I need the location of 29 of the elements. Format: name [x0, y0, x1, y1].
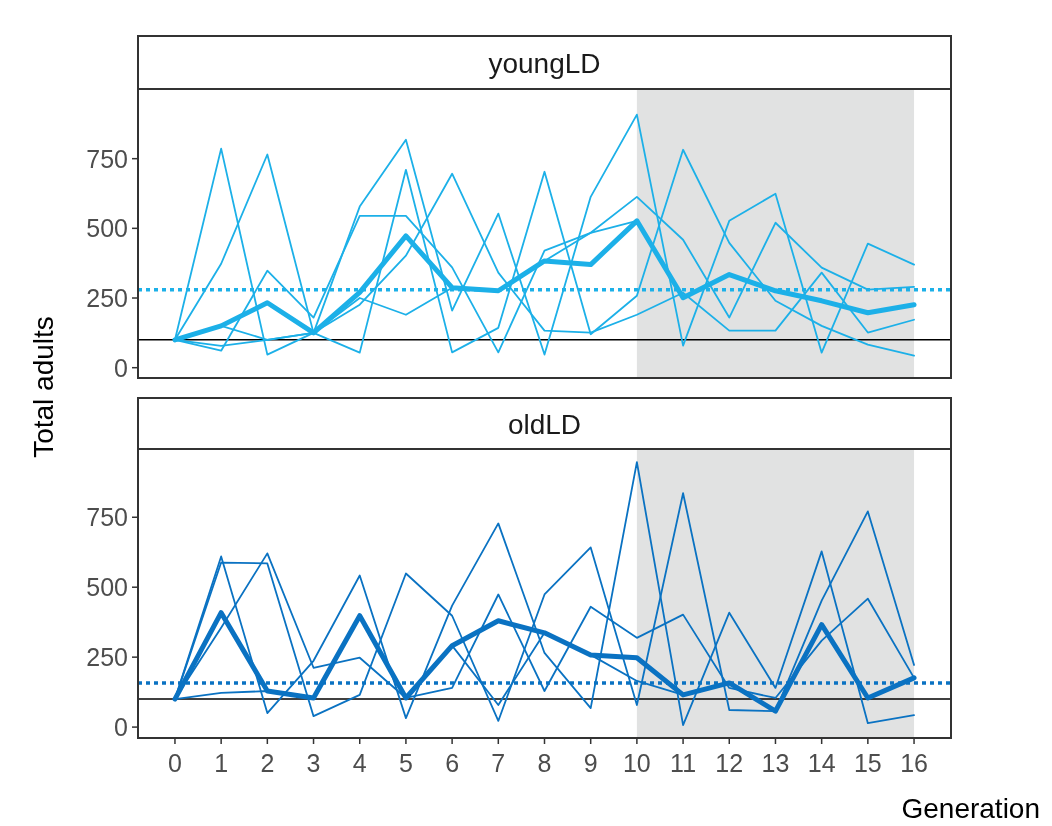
- y-tick-label: 250: [86, 284, 128, 313]
- y-tick-label: 750: [86, 144, 128, 173]
- x-tick-label: 1: [214, 749, 229, 777]
- x-tick-label: 9: [583, 749, 598, 777]
- x-tick-label: 12: [715, 749, 744, 777]
- x-tick-label: 10: [622, 749, 651, 777]
- x-tick-label: 2: [260, 749, 275, 777]
- y-tick-label: 500: [86, 214, 128, 243]
- x-tick-label: 11: [670, 749, 697, 777]
- x-tick-label: 3: [306, 749, 321, 777]
- x-tick-label: 5: [398, 749, 413, 777]
- x-tick-label: 0: [168, 749, 182, 777]
- y-tick-label: 0: [114, 353, 128, 382]
- y-axis-title: Total adults: [28, 316, 59, 458]
- x-axis-title: Generation: [901, 793, 1040, 824]
- y-tick-label: 750: [86, 503, 128, 532]
- x-tick-label: 4: [352, 749, 367, 777]
- y-tick-label: 500: [86, 573, 128, 602]
- x-tick-label: 16: [900, 749, 928, 777]
- x-tick-label: 8: [537, 749, 552, 777]
- x-tick-label: 7: [491, 749, 506, 777]
- x-tick-label: 15: [853, 749, 882, 777]
- x-tick-label: 13: [761, 749, 790, 777]
- x-tick-label: 6: [445, 749, 460, 777]
- chart-title: youngLD: [488, 47, 601, 79]
- y-tick-label: 0: [114, 713, 128, 742]
- x-tick-label: 14: [807, 749, 836, 777]
- chart-title: oldLD: [507, 408, 582, 440]
- y-tick-label: 250: [86, 643, 128, 672]
